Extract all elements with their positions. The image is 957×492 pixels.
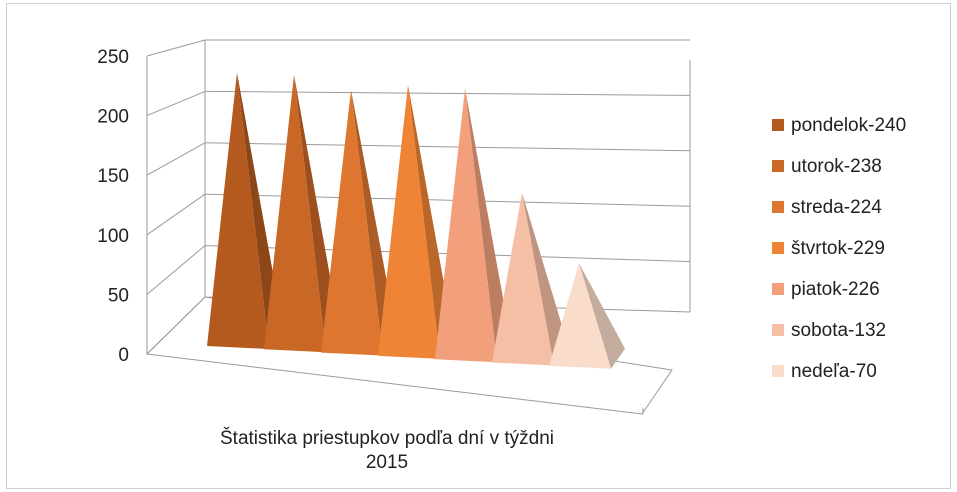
cone-side <box>579 263 625 369</box>
cone-side <box>294 74 340 353</box>
cone-front <box>207 72 269 349</box>
legend-swatch <box>772 160 784 172</box>
cone-side <box>408 84 454 359</box>
y-tick-label: 200 <box>97 107 129 128</box>
cone-front <box>264 74 326 353</box>
y-axis-ticks: 0 50 100 150 200 250 <box>97 47 129 366</box>
cone-6 <box>492 192 568 366</box>
gridline-side <box>146 90 206 117</box>
gridline <box>204 193 691 207</box>
legend-label: streda-224 <box>791 197 882 218</box>
legend-item: pondelok-240 <box>772 115 906 136</box>
cone-7 <box>549 263 625 369</box>
cone-side <box>237 72 283 349</box>
cone-front <box>549 263 611 369</box>
chart: 0 50 100 150 200 250 pondelok-240 utorok-238 st… <box>97 39 906 473</box>
legend-swatch <box>772 242 784 254</box>
cone-4 <box>378 84 454 359</box>
legend-label: sobota-132 <box>791 320 886 341</box>
legend-item: štvrtok-229 <box>772 238 885 259</box>
legend-swatch <box>772 119 784 131</box>
y-tick-label: 0 <box>118 345 129 366</box>
cone-5 <box>435 88 511 363</box>
chart-frame: 0 50 100 150 200 250 pondelok-240 utorok-238 st… <box>6 3 951 489</box>
cone-front <box>378 84 440 359</box>
legend-swatch <box>772 365 784 377</box>
cone-1 <box>207 72 283 349</box>
legend-label: utorok-238 <box>791 156 882 177</box>
legend-item: streda-224 <box>772 197 882 218</box>
cone-front <box>435 88 497 363</box>
legend-swatch <box>772 201 784 213</box>
gridline-side <box>146 245 206 295</box>
y-tick-label: 150 <box>97 166 129 187</box>
legend-swatch <box>772 283 784 295</box>
cone-side <box>465 88 511 363</box>
legend-swatch <box>772 324 784 336</box>
cone-side <box>522 192 568 366</box>
y-tick-label: 250 <box>97 47 129 68</box>
x-axis-title: Štatistika priestupkov podľa dní v týždn… <box>220 427 554 449</box>
legend: pondelok-240 utorok-238 streda-224 štvrtok-… <box>772 115 906 382</box>
floor-outline <box>145 296 673 415</box>
gridline-side <box>146 39 206 57</box>
chart-floor <box>145 296 673 415</box>
legend-label: piatok-226 <box>791 279 880 300</box>
gridline-side <box>146 193 206 236</box>
legend-item: utorok-238 <box>772 156 882 177</box>
x-axis-title-year: 2015 <box>366 452 408 473</box>
legend-label: nedeľa-70 <box>791 361 877 382</box>
y-tick-label: 50 <box>108 285 129 306</box>
gridline <box>204 90 691 96</box>
gridline-side <box>146 142 206 176</box>
y-tick-label: 100 <box>97 226 129 247</box>
legend-item: sobota-132 <box>772 320 886 341</box>
legend-label: štvrtok-229 <box>791 238 885 259</box>
gridline <box>204 142 691 152</box>
cone-2 <box>264 74 340 353</box>
cone-front <box>492 192 554 366</box>
cone-front <box>321 89 383 356</box>
cones <box>207 72 625 369</box>
legend-item: piatok-226 <box>772 279 880 300</box>
legend-item: nedeľa-70 <box>772 361 877 382</box>
legend-label: pondelok-240 <box>791 115 906 136</box>
